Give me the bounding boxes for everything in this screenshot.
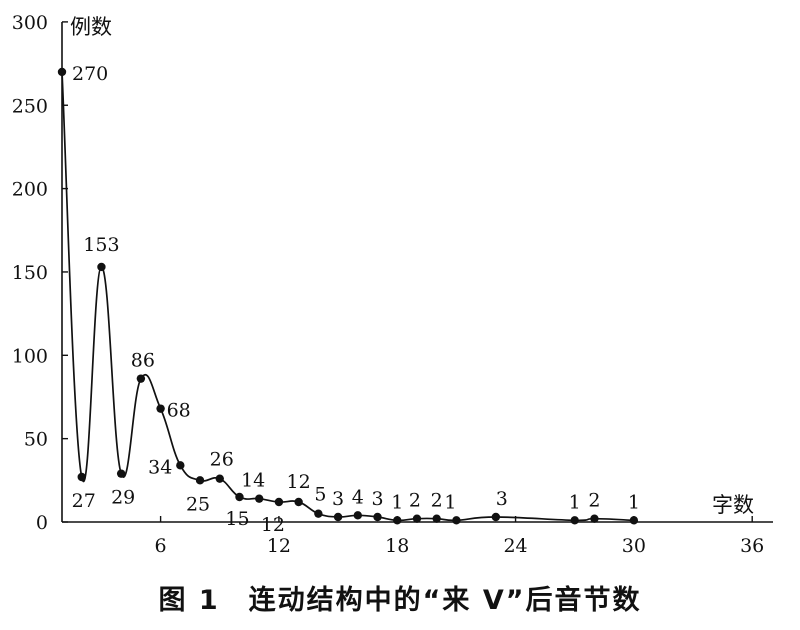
data-label: 3	[371, 488, 383, 510]
data-label: 1	[391, 491, 403, 513]
x-tick-label: 12	[267, 535, 291, 557]
data-point	[235, 492, 244, 502]
y-tick-label: 300	[12, 12, 48, 34]
data-point	[629, 516, 639, 525]
data-label: 34	[148, 456, 172, 478]
data-label: 26	[210, 449, 234, 471]
x-tick-label: 6	[155, 535, 167, 557]
y-tick-label: 150	[12, 262, 48, 284]
data-point	[215, 474, 224, 483]
x-ticks: 6 12 18 24 30 36	[155, 516, 764, 557]
data-label: 12	[287, 471, 311, 493]
y-tick-label: 0	[36, 512, 48, 534]
y-tick-label: 200	[12, 179, 48, 201]
data-label: 2	[588, 490, 600, 512]
y-ticks: 0 50 100 150 200 250 300	[12, 12, 68, 534]
data-label: 3	[496, 488, 508, 510]
x-tick-label: 24	[503, 535, 527, 557]
data-points	[57, 67, 639, 525]
data-point	[491, 512, 501, 522]
data-point	[176, 461, 185, 470]
data-label: 153	[83, 234, 119, 256]
data-point	[274, 497, 284, 507]
data-label: 25	[186, 493, 210, 515]
data-label: 14	[241, 470, 265, 492]
data-point	[255, 494, 264, 503]
y-tick-label: 100	[12, 345, 48, 367]
data-label: 3	[332, 488, 344, 510]
data-label: 12	[261, 514, 285, 536]
data-label: 29	[111, 487, 135, 509]
data-label: 270	[72, 63, 108, 85]
data-point	[156, 404, 165, 413]
data-point	[195, 476, 205, 485]
data-point	[333, 512, 343, 522]
data-point	[452, 516, 461, 525]
data-label: 1	[628, 491, 640, 513]
data-point	[412, 514, 422, 523]
data-point	[314, 509, 323, 518]
y-tick-label: 250	[12, 95, 48, 117]
data-point	[432, 514, 441, 523]
data-point	[353, 511, 362, 520]
data-point	[57, 67, 67, 77]
data-label: 68	[167, 400, 191, 422]
data-point	[97, 262, 106, 272]
data-label: 15	[225, 508, 249, 530]
data-point	[570, 516, 579, 525]
x-tick-label: 30	[622, 535, 646, 557]
data-label: 4	[352, 486, 364, 508]
data-point	[77, 472, 86, 482]
data-label: 86	[131, 350, 155, 372]
data-label: 1	[444, 491, 456, 513]
figure-caption: 图 1 连动结构中的“来 V”后音节数	[158, 585, 642, 616]
data-label: 27	[72, 490, 96, 512]
y-tick-label: 50	[24, 429, 48, 451]
data-label: 2	[431, 490, 443, 512]
data-point	[393, 516, 402, 525]
y-axis-label: 例数	[70, 15, 112, 39]
data-point	[373, 512, 382, 522]
data-point	[116, 469, 126, 478]
series-line	[61, 71, 634, 522]
data-point	[590, 514, 599, 523]
x-axis-label: 字数	[712, 493, 754, 517]
data-point	[136, 374, 146, 383]
data-point	[294, 497, 303, 507]
x-tick-label: 36	[740, 535, 764, 557]
x-tick-label: 18	[385, 535, 409, 557]
data-label: 5	[314, 484, 326, 506]
data-label: 1	[569, 491, 581, 513]
data-label: 2	[409, 490, 421, 512]
